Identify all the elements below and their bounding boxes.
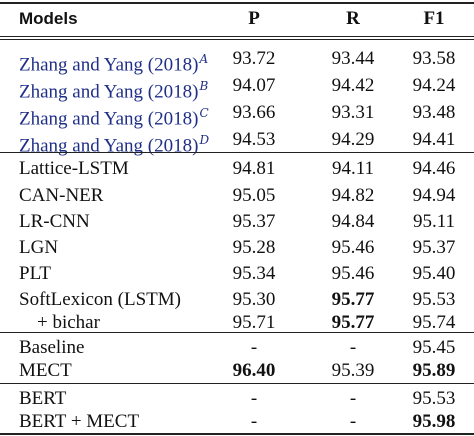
recall-cell: 95.46 — [331, 263, 375, 284]
model-label: CAN-NER — [19, 185, 104, 206]
model-label: + bichar — [37, 312, 100, 333]
header-r: R — [346, 8, 360, 29]
citation-superscript: C — [199, 106, 209, 120]
recall-cell: 95.46 — [331, 237, 375, 258]
recall-cell: 93.44 — [331, 48, 375, 69]
f1-cell: 95.53 — [412, 388, 456, 409]
model-label: BERT + MECT — [19, 411, 140, 432]
f1-cell: 95.74 — [412, 312, 456, 333]
f1-cell: 93.48 — [412, 102, 456, 123]
precision-cell: 94.81 — [232, 158, 276, 179]
precision-cell: - — [250, 411, 258, 432]
f1-cell: 94.46 — [412, 158, 456, 179]
model-label: SoftLexicon (LSTM) — [19, 289, 182, 310]
model-name: + bichar — [19, 311, 100, 335]
recall-cell: 94.82 — [331, 185, 375, 206]
model-label: Zhang and Yang (2018) — [19, 81, 199, 103]
group-rule — [0, 332, 474, 333]
model-label: MECT — [19, 360, 72, 381]
model-label: LGN — [19, 237, 59, 258]
model-label: Lattice-LSTM — [19, 158, 129, 179]
recall-cell: 94.29 — [331, 129, 375, 150]
f1-cell: 95.11 — [412, 211, 456, 232]
recall-cell: 93.31 — [331, 102, 375, 123]
model-name: Baseline — [19, 336, 84, 360]
header-f1: F1 — [423, 8, 445, 29]
model-name: MECT — [19, 359, 72, 383]
model-name[interactable]: Zhang and Yang (2018)A — [19, 47, 208, 77]
model-label: LR-CNN — [19, 211, 90, 232]
f1-cell: 93.58 — [412, 48, 456, 69]
f1-cell: 94.24 — [412, 75, 456, 96]
model-name: SoftLexicon (LSTM) — [19, 288, 181, 312]
precision-cell: 95.37 — [232, 211, 276, 232]
model-label: Zhang and Yang (2018) — [19, 135, 199, 157]
group-rule — [0, 152, 474, 153]
f1-cell: 95.53 — [412, 289, 456, 310]
header-rule — [0, 36, 474, 37]
f1-cell: 95.37 — [412, 237, 456, 258]
precision-cell: - — [250, 337, 258, 358]
recall-cell: 94.84 — [331, 211, 375, 232]
precision-cell: 95.71 — [232, 312, 276, 333]
model-name[interactable]: Zhang and Yang (2018)D — [19, 128, 209, 158]
precision-cell: 95.28 — [232, 237, 276, 258]
recall-cell: 94.11 — [331, 158, 375, 179]
recall-cell: - — [349, 337, 357, 358]
model-name: BERT + MECT — [19, 410, 139, 434]
precision-cell: 95.05 — [232, 185, 276, 206]
model-name: LR-CNN — [19, 210, 90, 234]
precision-cell: 95.30 — [232, 289, 276, 310]
model-name[interactable]: Zhang and Yang (2018)C — [19, 101, 209, 131]
model-label: BERT — [19, 388, 67, 409]
header-p: P — [248, 8, 260, 29]
recall-cell: 95.77 — [331, 312, 375, 333]
f1-cell: 95.89 — [412, 360, 456, 381]
precision-cell: - — [250, 388, 258, 409]
group-rule — [0, 383, 474, 384]
model-name: BERT — [19, 387, 66, 411]
model-name: Lattice-LSTM — [19, 157, 129, 181]
f1-cell: 95.40 — [412, 263, 456, 284]
bottom-rule — [0, 433, 474, 435]
precision-cell: 94.07 — [232, 75, 276, 96]
precision-cell: 96.40 — [232, 360, 276, 381]
recall-cell: 95.39 — [331, 360, 375, 381]
f1-cell: 95.98 — [412, 411, 456, 432]
recall-cell: - — [349, 411, 357, 432]
precision-cell: 95.34 — [232, 263, 276, 284]
citation-superscript: D — [199, 133, 210, 147]
recall-cell: - — [349, 388, 357, 409]
precision-cell: 93.66 — [232, 102, 276, 123]
f1-cell: 94.41 — [412, 129, 456, 150]
precision-cell: 93.72 — [232, 48, 276, 69]
precision-cell: 94.53 — [232, 129, 276, 150]
model-name[interactable]: Zhang and Yang (2018)B — [19, 74, 208, 104]
model-label: PLT — [19, 263, 52, 284]
header-rule-double — [0, 39, 474, 40]
recall-cell: 95.77 — [331, 289, 375, 310]
recall-cell: 94.42 — [331, 75, 375, 96]
top-rule — [0, 2, 474, 4]
header-models: Models — [19, 9, 78, 28]
citation-superscript: A — [199, 52, 209, 66]
f1-cell: 94.94 — [412, 185, 456, 206]
model-label: Zhang and Yang (2018) — [19, 108, 199, 130]
model-name: PLT — [19, 262, 51, 286]
model-label: Baseline — [19, 337, 85, 358]
citation-superscript: B — [199, 79, 209, 93]
model-label: Zhang and Yang (2018) — [19, 54, 199, 76]
f1-cell: 95.45 — [412, 337, 456, 358]
model-name: LGN — [19, 236, 58, 260]
model-name: CAN-NER — [19, 184, 103, 208]
